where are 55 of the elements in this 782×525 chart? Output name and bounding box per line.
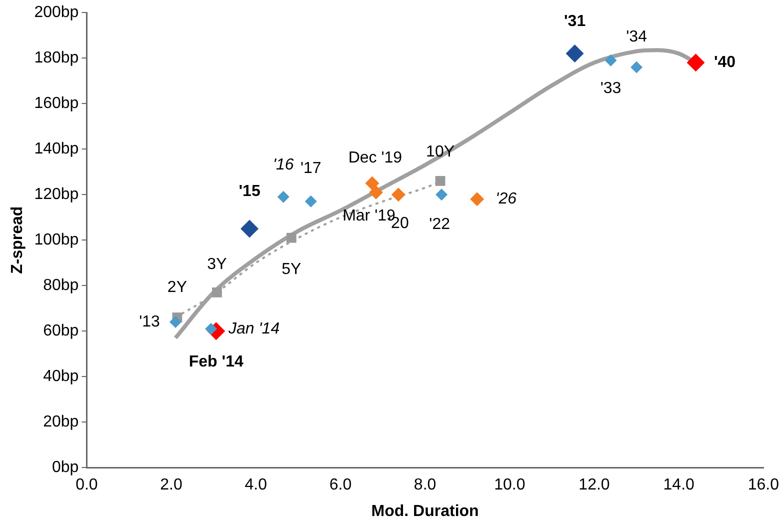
annotation: '22 — [429, 216, 450, 234]
point — [435, 176, 446, 186]
annotation: '34 — [626, 28, 648, 46]
x-tick-label: 4.0 — [244, 476, 268, 494]
annotation: 10Y — [426, 143, 455, 160]
annotation: '17 — [300, 160, 322, 177]
x-tick-label: 10.0 — [494, 476, 526, 494]
point — [436, 188, 448, 201]
point — [170, 316, 182, 328]
point — [604, 54, 617, 66]
point — [286, 232, 296, 243]
point — [686, 54, 705, 72]
point — [212, 287, 222, 298]
annotation: '13 — [139, 313, 160, 330]
annotation: 5Y — [282, 261, 302, 278]
y-tick-label: 0bp — [52, 459, 79, 476]
annotation: '33 — [600, 80, 622, 97]
point — [630, 61, 643, 74]
point — [391, 188, 406, 202]
x-tick-label: 2.0 — [160, 476, 183, 494]
x-tick-label: 8.0 — [414, 476, 436, 494]
annotation: '15 — [238, 183, 260, 200]
point — [365, 176, 380, 190]
annotation: 2Y — [167, 278, 188, 296]
y-tick-label: 40bp — [43, 368, 79, 386]
x-tick-label: 0.0 — [76, 476, 98, 494]
annotation: '16 — [272, 156, 294, 174]
y-tick-label: 120bp — [34, 186, 79, 204]
annotation: '31 — [564, 12, 586, 30]
annotation: Dec '19 — [348, 150, 402, 167]
point — [240, 220, 259, 238]
x-axis-title: Mod. Duration — [371, 502, 479, 520]
annotation: Feb '14 — [188, 354, 244, 371]
x-tick-label: 12.0 — [578, 476, 610, 494]
point — [470, 192, 484, 206]
annotation: 3Y — [207, 256, 228, 273]
y-tick-label: 160bp — [34, 95, 79, 112]
annotation: '26 — [496, 190, 517, 208]
annotation: Jan '14 — [227, 320, 280, 338]
point — [566, 44, 584, 63]
annotation: '40 — [714, 54, 736, 72]
point — [304, 195, 317, 208]
y-tick-label: 100bp — [34, 232, 79, 249]
y-axis-title: Z-spread — [9, 206, 26, 274]
point — [277, 190, 290, 203]
x-tick-label: 14.0 — [663, 476, 695, 494]
x-tick-label: 6.0 — [329, 476, 352, 494]
y-tick-label: 140bp — [34, 140, 79, 158]
y-tick-label: 200bp — [34, 4, 79, 22]
x-tick-label: 16.0 — [748, 476, 780, 494]
point — [369, 185, 383, 200]
y-tick-label: 80bp — [43, 277, 79, 294]
y-tick-label: 60bp — [43, 322, 79, 340]
y-tick-label: 20bp — [43, 414, 79, 431]
y-tick-label: 180bp — [34, 50, 79, 67]
